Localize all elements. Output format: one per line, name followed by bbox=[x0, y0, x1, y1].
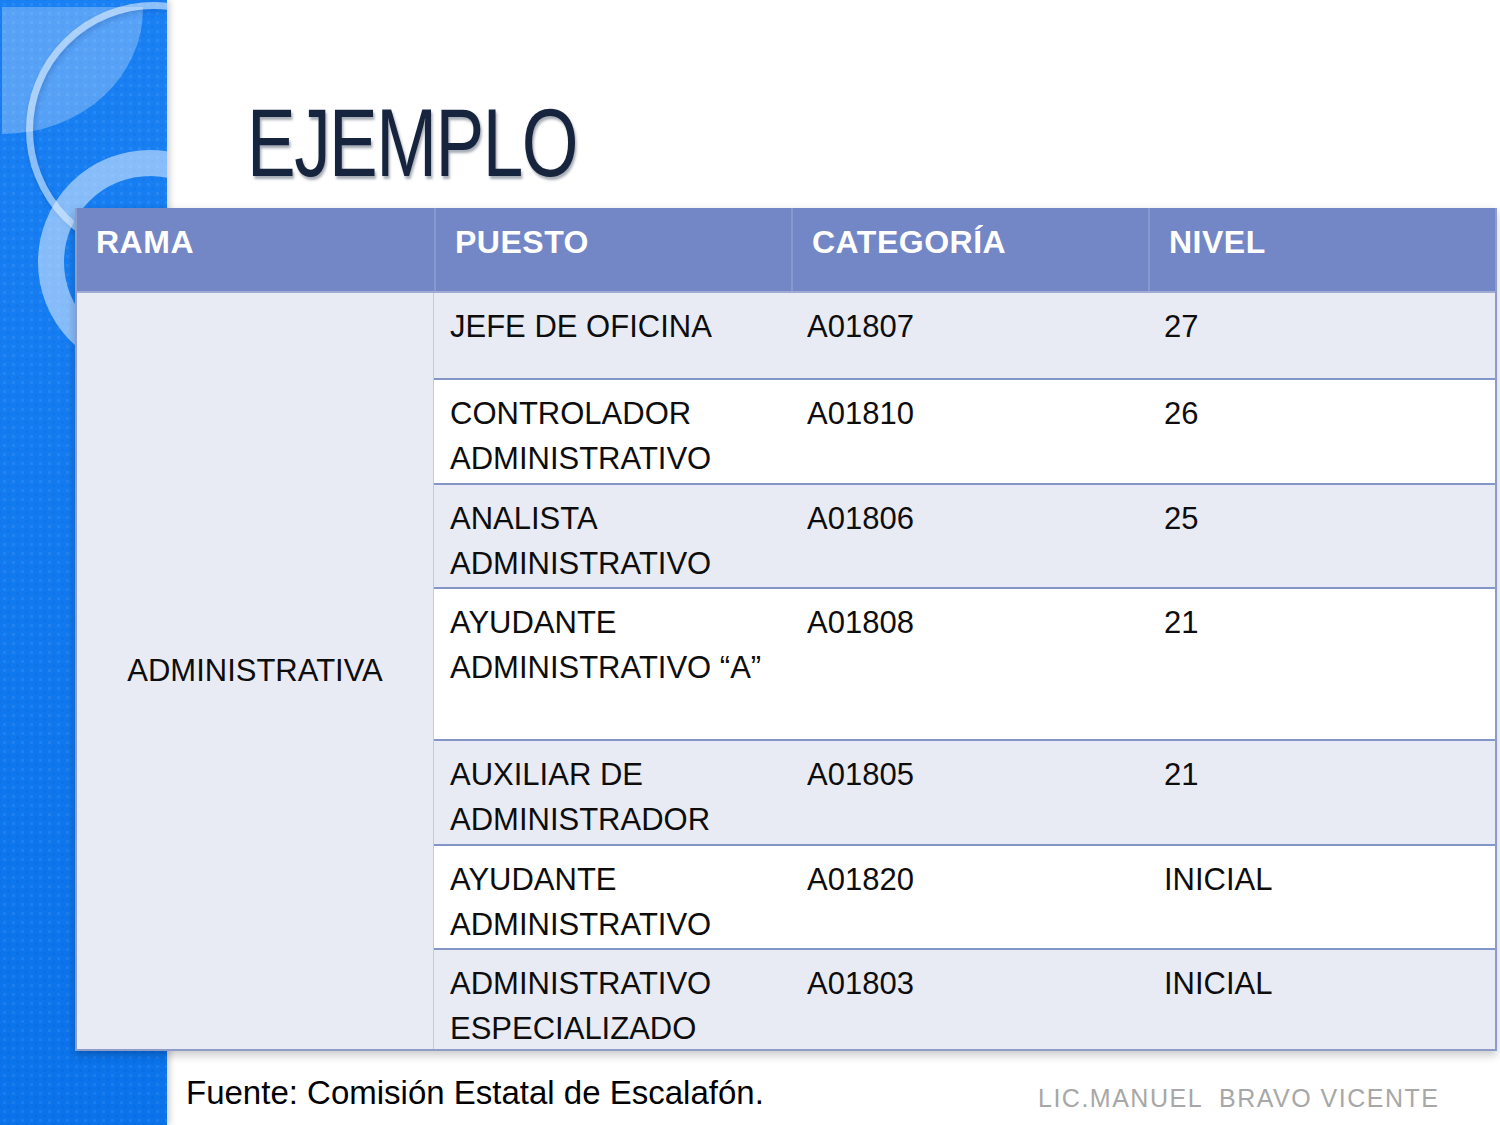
source-note: Fuente: Comisión Estatal de Escalafón. bbox=[186, 1074, 764, 1112]
col-header-categoria: CATEGORÍA bbox=[791, 208, 1148, 291]
table-row: ANALISTA ADMINISTRATIVO A01806 25 bbox=[434, 483, 1495, 587]
cell-puesto: AYUDANTE ADMINISTRATIVO bbox=[434, 846, 791, 948]
cell-nivel: 21 bbox=[1148, 741, 1495, 844]
cell-puesto: AYUDANTE ADMINISTRATIVO “A” bbox=[434, 589, 791, 739]
rama-merged-cell: ADMINISTRATIVA bbox=[77, 293, 434, 1049]
cell-nivel: 26 bbox=[1148, 380, 1495, 483]
cell-nivel: 27 bbox=[1148, 293, 1495, 378]
table-row: AUXILIAR DE ADMINISTRADOR A01805 21 bbox=[434, 739, 1495, 844]
cell-categoria: A01820 bbox=[791, 846, 1148, 948]
cell-puesto: JEFE DE OFICINA bbox=[434, 293, 791, 378]
author-credit: LIC.MANUEL BRAVO VICENTE bbox=[1038, 1084, 1439, 1113]
cell-categoria: A01806 bbox=[791, 485, 1148, 587]
table-body: ADMINISTRATIVA JEFE DE OFICINA A01807 27… bbox=[77, 293, 1495, 1049]
table-row: JEFE DE OFICINA A01807 27 bbox=[434, 293, 1495, 378]
escalafon-table: RAMA PUESTO CATEGORÍA NIVEL ADMINISTRATI… bbox=[75, 208, 1497, 1051]
cell-categoria: A01810 bbox=[791, 380, 1148, 483]
cell-categoria: A01808 bbox=[791, 589, 1148, 739]
col-header-rama: RAMA bbox=[77, 208, 434, 291]
table-row: AYUDANTE ADMINISTRATIVO A01820 INICIAL bbox=[434, 844, 1495, 948]
cell-puesto: ANALISTA ADMINISTRATIVO bbox=[434, 485, 791, 587]
cell-nivel: INICIAL bbox=[1148, 846, 1495, 948]
page-title: EJEMPLO bbox=[247, 88, 577, 198]
col-header-puesto: PUESTO bbox=[434, 208, 791, 291]
cell-puesto: ADMINISTRATIVO ESPECIALIZADO bbox=[434, 950, 791, 1049]
cell-nivel: 25 bbox=[1148, 485, 1495, 587]
table-row: AYUDANTE ADMINISTRATIVO “A” A01808 21 bbox=[434, 587, 1495, 739]
table-header-row: RAMA PUESTO CATEGORÍA NIVEL bbox=[77, 208, 1495, 293]
table-rows: JEFE DE OFICINA A01807 27 CONTROLADOR AD… bbox=[434, 293, 1495, 1049]
cell-nivel: 21 bbox=[1148, 589, 1495, 739]
col-header-nivel: NIVEL bbox=[1148, 208, 1495, 291]
cell-puesto: AUXILIAR DE ADMINISTRADOR bbox=[434, 741, 791, 844]
cell-nivel: INICIAL bbox=[1148, 950, 1495, 1049]
table-row: ADMINISTRATIVO ESPECIALIZADO A01803 INIC… bbox=[434, 948, 1495, 1049]
cell-puesto: CONTROLADOR ADMINISTRATIVO bbox=[434, 380, 791, 483]
cell-categoria: A01803 bbox=[791, 950, 1148, 1049]
cell-categoria: A01807 bbox=[791, 293, 1148, 378]
slide-canvas: EJEMPLO RAMA PUESTO CATEGORÍA NIVEL ADMI… bbox=[0, 0, 1500, 1125]
table-row: CONTROLADOR ADMINISTRATIVO A01810 26 bbox=[434, 378, 1495, 483]
cell-categoria: A01805 bbox=[791, 741, 1148, 844]
